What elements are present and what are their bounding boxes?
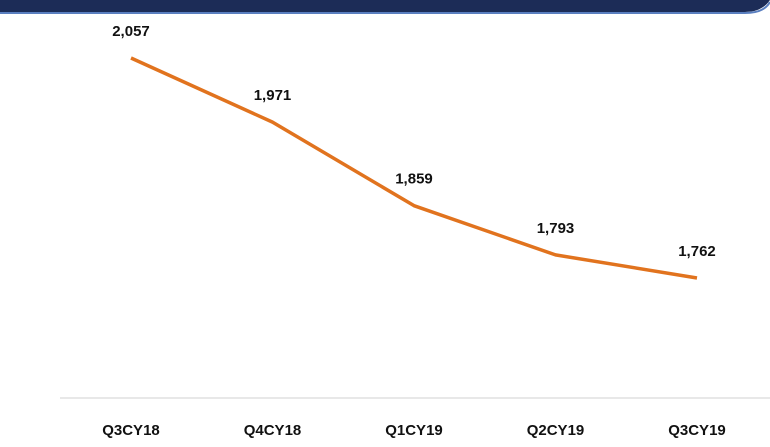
data-label: 1,762 bbox=[678, 243, 716, 260]
x-tick-label: Q3CY18 bbox=[102, 422, 160, 439]
x-tick-label: Q1CY19 bbox=[385, 422, 443, 439]
line bbox=[130, 56, 698, 280]
header-accent bbox=[0, 1, 770, 14]
x-tick-label: Q3CY19 bbox=[668, 422, 726, 439]
data-label: 2,057 bbox=[112, 23, 150, 40]
x-tick-label: Q2CY19 bbox=[527, 422, 585, 439]
data-label: 1,971 bbox=[254, 87, 292, 104]
x-tick-label: Q4CY18 bbox=[244, 422, 302, 439]
data-label: 1,859 bbox=[395, 171, 433, 188]
header-bar bbox=[0, 0, 770, 12]
data-label: 1,793 bbox=[537, 220, 575, 237]
